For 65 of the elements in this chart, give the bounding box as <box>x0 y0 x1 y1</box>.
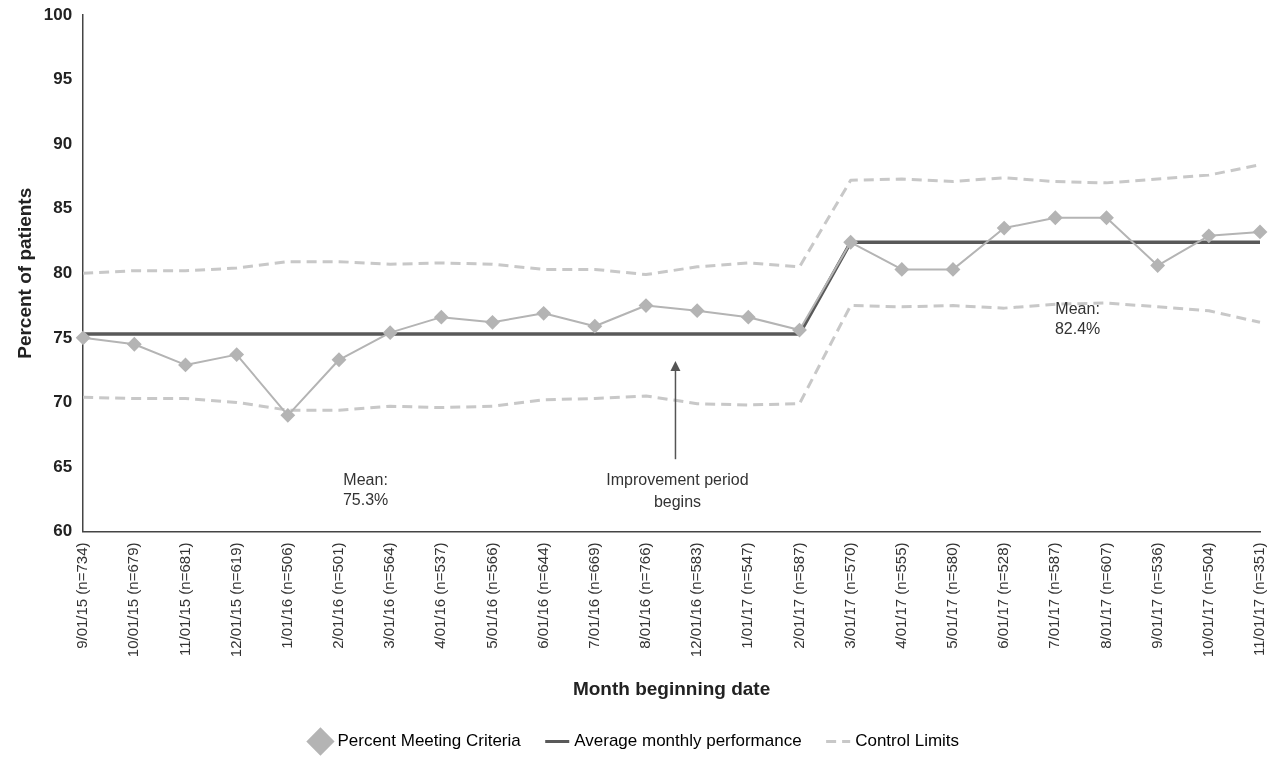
x-tick-label: 8/01/17 (n=607) <box>1096 542 1114 649</box>
point <box>997 221 1012 236</box>
y-axis-title: Percent of patients <box>13 187 35 359</box>
point <box>332 352 346 367</box>
x-tick-label: 4/01/17 (n=555) <box>891 542 909 649</box>
point <box>843 235 858 250</box>
point <box>741 310 756 325</box>
annotation: Mean: 75.3% <box>342 470 389 508</box>
annotation: Improvement period begins <box>606 470 749 510</box>
point <box>178 357 193 372</box>
x-tick-label: 9/01/15 (n=734) <box>73 542 91 649</box>
legend-label: Average monthly performance <box>574 731 802 751</box>
x-tick-label: 6/01/16 (n=644) <box>533 542 551 649</box>
y-tick-label: 60 <box>53 521 73 541</box>
y-tick-label: 95 <box>53 69 73 89</box>
x-tick-label: 8/01/16 (n=766) <box>636 542 654 649</box>
x-tick-label: 5/01/16 (n=566) <box>482 542 500 649</box>
x-tick-label: 9/01/17 (n=536) <box>1147 542 1165 649</box>
point <box>894 262 909 277</box>
x-tick-label: 7/01/17 (n=587) <box>1045 542 1063 649</box>
point <box>536 306 551 321</box>
x-axis-title: Month beginning date <box>572 677 771 699</box>
y-tick-label: 65 <box>53 456 73 476</box>
point <box>1048 210 1063 225</box>
y-tick-label: 70 <box>53 392 73 412</box>
legend-label: Percent Meeting Criteria <box>337 731 522 751</box>
y-tick-label: 85 <box>53 198 73 218</box>
point <box>639 298 653 313</box>
point <box>280 408 295 423</box>
y-tick-label: 100 <box>43 4 73 24</box>
x-tick-label: 12/01/16 (n=583) <box>687 542 705 658</box>
x-tick-label: 3/01/17 (n=570) <box>840 542 858 649</box>
x-tick-label: 10/01/15 (n=679) <box>124 542 142 658</box>
point <box>690 303 705 318</box>
x-tick-label: 10/01/17 (n=504) <box>1198 542 1216 658</box>
x-tick-label: 11/01/15 (n=681) <box>175 542 193 657</box>
point <box>229 347 244 362</box>
x-tick-label: 6/01/17 (n=528) <box>994 542 1012 649</box>
point <box>485 315 500 330</box>
x-tick-label: 4/01/16 (n=537) <box>431 542 449 649</box>
y-tick-label: 75 <box>53 327 73 347</box>
point <box>1099 210 1114 225</box>
legend-label: Control Limits <box>855 731 960 751</box>
x-tick-label: 1/01/16 (n=506) <box>277 542 295 649</box>
point <box>383 325 398 340</box>
x-tick-label: 7/01/16 (n=669) <box>584 542 602 649</box>
point <box>587 319 602 334</box>
annotation: Mean: 82.4% <box>1054 300 1101 338</box>
y-tick-label: 80 <box>53 262 73 282</box>
point <box>434 310 449 325</box>
x-tick-label: 1/01/17 (n=547) <box>738 542 756 649</box>
point <box>1201 228 1216 243</box>
x-tick-label: 2/01/17 (n=587) <box>789 542 807 649</box>
x-tick-label: 3/01/16 (n=564) <box>380 542 398 649</box>
point <box>946 262 960 277</box>
x-tick-label: 5/01/17 (n=580) <box>943 542 961 649</box>
point <box>1253 224 1267 239</box>
point <box>76 330 91 345</box>
point <box>127 337 142 352</box>
x-tick-label: 2/01/16 (n=501) <box>329 542 347 649</box>
point <box>792 323 807 338</box>
point <box>1150 258 1165 273</box>
x-tick-label: 12/01/15 (n=619) <box>226 542 244 658</box>
x-tick-label: 11/01/17 (n=351) <box>1250 542 1268 657</box>
y-tick-label: 90 <box>53 133 73 153</box>
